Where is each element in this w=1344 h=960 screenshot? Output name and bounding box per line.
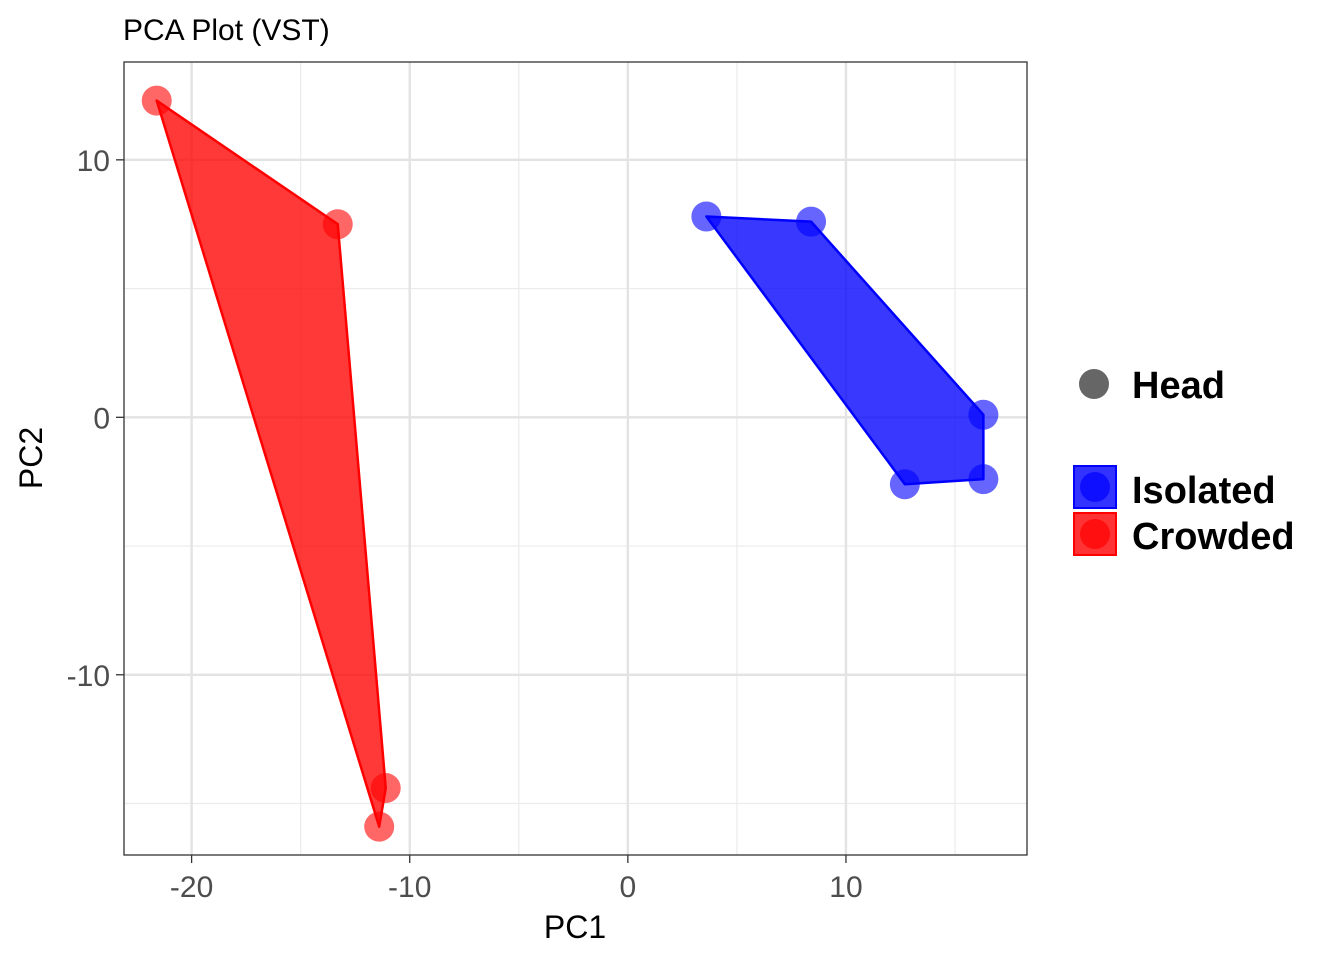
point-isolated (968, 399, 999, 430)
x-axis-ticks: -20 -10 0 10 (170, 855, 863, 904)
y-tick-label: 10 (77, 145, 110, 178)
plot-title: PCA Plot (VST) (123, 14, 330, 47)
legend-head-key (1079, 369, 1109, 399)
y-axis-ticks: -10 0 10 (67, 145, 124, 693)
point-crowded (370, 773, 401, 804)
legend-crowded-label: Crowded (1132, 516, 1295, 558)
y-tick-label: -10 (67, 660, 110, 693)
legend-isolated-label: Isolated (1132, 470, 1276, 512)
legend-isolated-point (1080, 472, 1110, 502)
point-crowded (141, 85, 172, 116)
point-crowded (364, 811, 395, 842)
data-points (141, 85, 999, 842)
point-crowded (322, 209, 353, 240)
legend-head-label: Head (1132, 365, 1225, 407)
point-isolated (796, 206, 827, 237)
x-axis-title: PC1 (544, 909, 606, 945)
x-tick-label: -20 (170, 871, 213, 904)
hull-isolated (705, 215, 985, 486)
x-tick-label: -10 (388, 871, 431, 904)
legend: Head Isolated Crowded (1073, 365, 1295, 558)
panel-border (123, 61, 1028, 856)
legend-crowded-point (1080, 519, 1110, 549)
point-isolated (889, 469, 920, 500)
y-tick-label: 0 (93, 402, 110, 435)
y-axis-title: PC2 (13, 427, 49, 489)
x-tick-label: 0 (620, 871, 637, 904)
point-isolated (968, 464, 999, 495)
point-isolated (691, 201, 722, 232)
group-hulls (155, 99, 985, 828)
x-tick-label: 10 (829, 871, 862, 904)
